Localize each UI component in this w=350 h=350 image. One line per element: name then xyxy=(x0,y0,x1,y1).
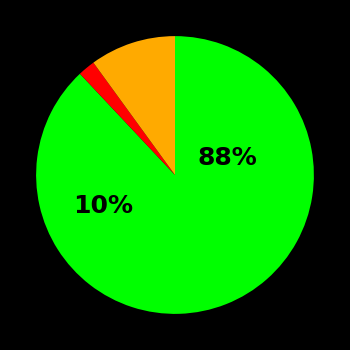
Text: 10%: 10% xyxy=(73,194,133,218)
Wedge shape xyxy=(80,63,175,175)
Wedge shape xyxy=(36,36,314,314)
Text: 88%: 88% xyxy=(198,146,258,170)
Wedge shape xyxy=(93,36,175,175)
